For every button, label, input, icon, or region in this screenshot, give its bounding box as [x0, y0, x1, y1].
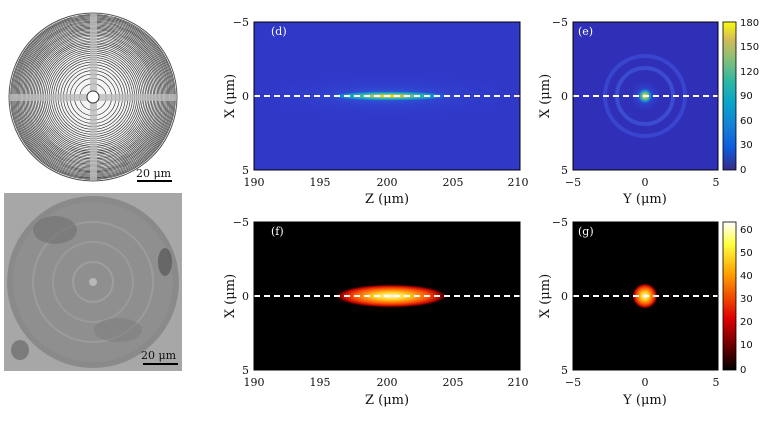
tick-f-x-3: 205 [443, 376, 464, 389]
cb-top-4: 60 [740, 116, 753, 127]
tick-f-x-0: 190 [244, 376, 265, 389]
tick-e-x-0: −5 [565, 176, 581, 189]
panel-label-e: (e) [578, 25, 593, 38]
tick-f-y-0: −5 [233, 216, 249, 229]
cb-bottom-4: 20 [740, 317, 753, 328]
tick-f-x-1: 195 [310, 376, 331, 389]
tick-g-y-2: 5 [561, 364, 568, 377]
tick-e-y-1: 0 [561, 90, 568, 103]
ylabel-d: X (μm) [223, 74, 238, 118]
panel-label-g: (g) [578, 225, 594, 238]
scale-label-top: 20 μm [136, 167, 172, 180]
scale-label-bottom: 20 μm [141, 349, 177, 362]
tick-g-x-2: 5 [713, 376, 720, 389]
panel-d: (d) −5 0 5 190 195 200 205 210 Z (μm) X … [223, 16, 529, 207]
focal-line-f [333, 284, 449, 308]
cb-bottom-0: 60 [740, 225, 753, 236]
xlabel-g: Y (μm) [622, 393, 667, 408]
cb-top-2: 120 [740, 67, 759, 78]
xlabel-e: Y (μm) [622, 192, 667, 207]
panel-e: (e) −5 0 5 −5 0 5 Y (μm) X (μm) [538, 16, 720, 207]
cb-bottom-6: 0 [740, 365, 746, 376]
ylabel-e: X (μm) [538, 74, 553, 118]
fabricated-sample-photo: 20 μm [4, 193, 182, 371]
colorbar-bottom: 60 50 40 30 20 10 0 [722, 221, 753, 376]
tick-f-y-2: 5 [242, 364, 249, 377]
colorbar-top: 180 150 120 90 60 30 0 [722, 18, 759, 176]
cb-top-5: 30 [740, 140, 753, 151]
tick-e-x-1: 0 [642, 176, 649, 189]
tick-e-y-0: −5 [552, 16, 568, 29]
tick-f-y-1: 0 [242, 290, 249, 303]
ylabel-f: X (μm) [223, 274, 238, 318]
tick-d-x-1: 195 [310, 176, 331, 189]
ylabel-g: X (μm) [538, 274, 553, 318]
tick-g-x-0: −5 [565, 376, 581, 389]
xlabel-d: Z (μm) [365, 192, 409, 207]
tick-e-x-2: 5 [713, 176, 720, 189]
cb-bottom-2: 40 [740, 271, 753, 282]
tick-e-y-2: 5 [561, 164, 568, 177]
tick-d-x-2: 200 [377, 176, 398, 189]
cb-top-3: 90 [740, 91, 753, 102]
panel-f: (f) −5 0 5 190 195 200 205 210 Z (μm) X … [223, 216, 529, 408]
cb-bottom-5: 10 [740, 340, 753, 351]
panel-label-f: (f) [271, 225, 284, 238]
tick-g-y-1: 0 [561, 290, 568, 303]
tick-d-x-3: 205 [443, 176, 464, 189]
cb-top-1: 150 [740, 42, 759, 53]
tick-d-x-4: 210 [508, 176, 529, 189]
cb-bottom-1: 50 [740, 248, 753, 259]
tick-d-y-0: −5 [233, 16, 249, 29]
tick-d-y-2: 5 [242, 164, 249, 177]
cb-bottom-3: 30 [740, 294, 753, 305]
panel-g: (g) −5 0 5 −5 0 5 Y (μm) X (μm) [538, 216, 720, 408]
tick-f-x-4: 210 [508, 376, 529, 389]
tick-d-x-0: 190 [244, 176, 265, 189]
zone-plate-design-image: 20 μm [8, 12, 178, 182]
cb-top-0: 180 [740, 18, 759, 29]
cb-top-6: 0 [740, 165, 746, 176]
xlabel-f: Z (μm) [365, 393, 409, 408]
tick-g-x-1: 0 [642, 376, 649, 389]
tick-g-y-0: −5 [552, 216, 568, 229]
panel-label-d: (d) [271, 25, 287, 38]
tick-f-x-2: 200 [377, 376, 398, 389]
tick-d-y-1: 0 [242, 90, 249, 103]
